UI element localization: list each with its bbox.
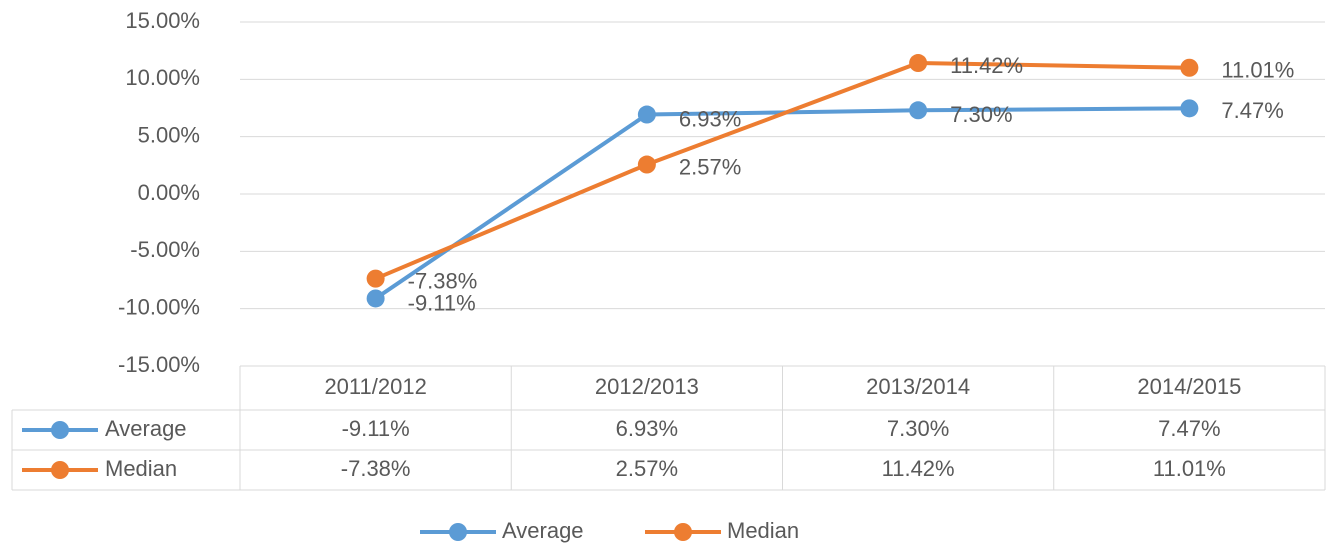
legend-label: Median [727, 518, 799, 543]
legend-key-marker [51, 421, 69, 439]
table-cell: 6.93% [616, 416, 678, 441]
data-point [909, 101, 928, 120]
x-tick-label: 2014/2015 [1137, 374, 1241, 399]
data-point [637, 155, 656, 174]
table-cell: 2.57% [616, 456, 678, 481]
table-cell: -9.11% [342, 416, 410, 441]
data-label: 11.01% [1221, 58, 1294, 83]
data-point [1180, 99, 1199, 118]
data-label: 2.57% [679, 154, 741, 179]
data-point [366, 269, 385, 288]
legend-marker [674, 523, 692, 541]
y-tick-label: -10.00% [118, 294, 200, 319]
table-cell: 11.42% [882, 456, 955, 481]
x-tick-label: 2013/2014 [866, 374, 970, 399]
data-label: -9.11% [408, 290, 476, 315]
x-tick-label: 2012/2013 [595, 374, 699, 399]
y-tick-label: -5.00% [130, 237, 200, 262]
data-point [1180, 58, 1199, 77]
x-tick-label: 2011/2012 [324, 374, 426, 399]
data-label: 7.47% [1221, 98, 1283, 123]
data-label: 7.30% [950, 102, 1012, 127]
table-series-name: Average [105, 416, 187, 441]
legend-label: Average [502, 518, 584, 543]
y-tick-label: 0.00% [138, 180, 200, 205]
table-cell: 7.30% [887, 416, 949, 441]
y-tick-label: -15.00% [118, 352, 200, 377]
series-line [374, 61, 1190, 281]
legend-key-marker [51, 461, 69, 479]
y-tick-label: 15.00% [125, 8, 200, 33]
data-point [366, 289, 385, 308]
data-label: 6.93% [679, 106, 741, 131]
table-series-name: Median [105, 456, 177, 481]
table-cell: 7.47% [1158, 416, 1220, 441]
y-tick-label: 5.00% [138, 122, 200, 147]
legend-marker [449, 523, 467, 541]
table-cell: 11.01% [1153, 456, 1226, 481]
data-point [637, 105, 656, 124]
data-point [909, 54, 928, 73]
data-label: 11.42% [950, 53, 1023, 78]
y-tick-label: 10.00% [125, 65, 200, 90]
table-cell: -7.38% [341, 456, 411, 481]
data-label: -7.38% [408, 268, 478, 293]
